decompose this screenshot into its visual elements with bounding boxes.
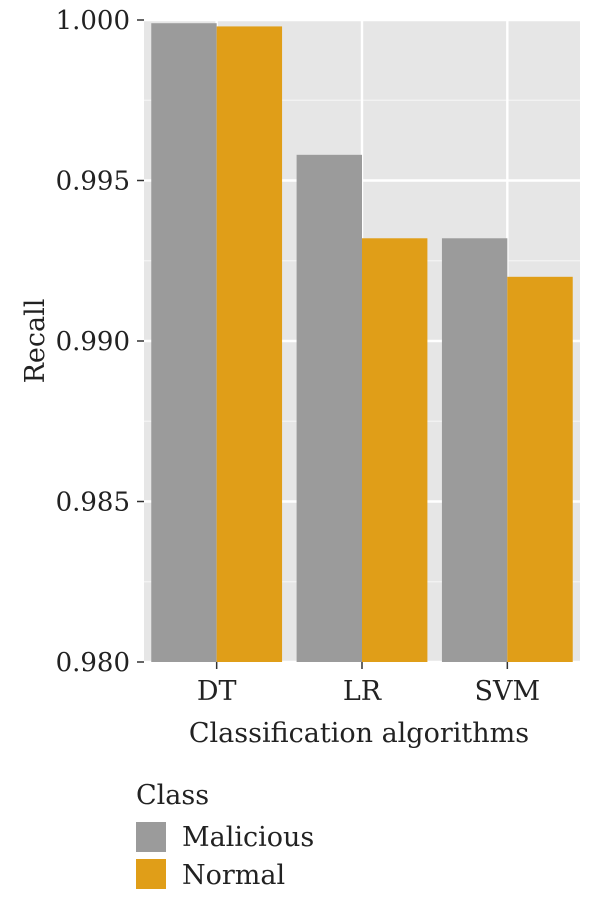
axes: 0.980 0.985 0.990 0.995 1.000 DT LR SVM [56, 6, 541, 707]
bar-dt-normal [216, 26, 283, 663]
legend-title: Class [136, 780, 209, 811]
legend: Class Malicious Normal [136, 780, 314, 891]
bar-dt-malicious [151, 23, 217, 662]
x-axis-label: Classification algorithms [189, 718, 529, 749]
y-tick-label: 1.000 [56, 6, 130, 36]
legend-label-normal: Normal [182, 860, 285, 891]
bar-svm-malicious [441, 238, 508, 662]
x-tick-label-svm: SVM [475, 676, 541, 707]
x-tick-label-lr: LR [343, 676, 382, 707]
y-axis-label: Recall [20, 299, 51, 384]
bars [151, 23, 573, 663]
legend-label-malicious: Malicious [182, 822, 314, 853]
legend-swatch-malicious [136, 822, 166, 852]
bar-svm-normal [507, 276, 573, 662]
y-tick-label: 0.995 [56, 167, 130, 197]
bar-lr-malicious [296, 154, 362, 662]
y-tick-label: 0.985 [56, 488, 130, 518]
y-tick-label: 0.980 [56, 648, 130, 678]
bar-lr-normal [362, 238, 428, 662]
x-tick-label-dt: DT [197, 676, 237, 707]
y-tick-label: 0.990 [56, 327, 130, 357]
legend-swatch-normal [136, 859, 166, 889]
